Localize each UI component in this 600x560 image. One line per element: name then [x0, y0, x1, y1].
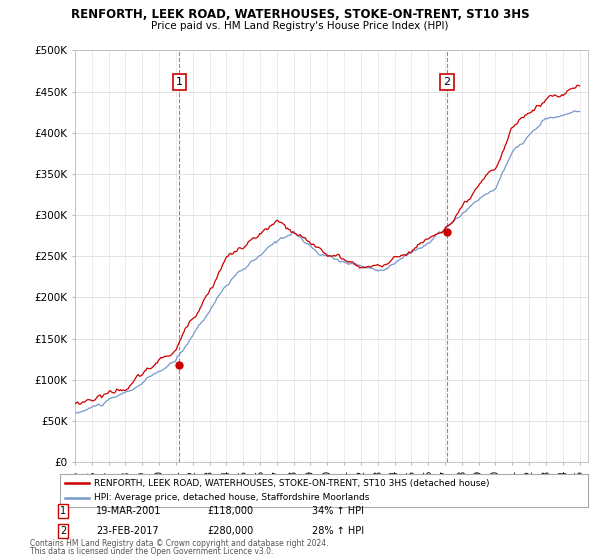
- Text: 23-FEB-2017: 23-FEB-2017: [96, 526, 158, 536]
- Text: Contains HM Land Registry data © Crown copyright and database right 2024.: Contains HM Land Registry data © Crown c…: [30, 539, 329, 548]
- Text: 34% ↑ HPI: 34% ↑ HPI: [312, 506, 364, 516]
- Text: 28% ↑ HPI: 28% ↑ HPI: [312, 526, 364, 536]
- Text: 1: 1: [176, 77, 183, 87]
- Text: 19-MAR-2001: 19-MAR-2001: [96, 506, 161, 516]
- Text: RENFORTH, LEEK ROAD, WATERHOUSES, STOKE-ON-TRENT, ST10 3HS (detached house): RENFORTH, LEEK ROAD, WATERHOUSES, STOKE-…: [94, 479, 490, 488]
- Text: 2: 2: [443, 77, 451, 87]
- Text: Price paid vs. HM Land Registry's House Price Index (HPI): Price paid vs. HM Land Registry's House …: [151, 21, 449, 31]
- Text: RENFORTH, LEEK ROAD, WATERHOUSES, STOKE-ON-TRENT, ST10 3HS: RENFORTH, LEEK ROAD, WATERHOUSES, STOKE-…: [71, 8, 529, 21]
- Text: HPI: Average price, detached house, Staffordshire Moorlands: HPI: Average price, detached house, Staf…: [94, 493, 370, 502]
- Text: £118,000: £118,000: [207, 506, 253, 516]
- Text: This data is licensed under the Open Government Licence v3.0.: This data is licensed under the Open Gov…: [30, 547, 274, 556]
- Text: 1: 1: [60, 506, 66, 516]
- Text: 2: 2: [60, 526, 66, 536]
- Text: £280,000: £280,000: [207, 526, 253, 536]
